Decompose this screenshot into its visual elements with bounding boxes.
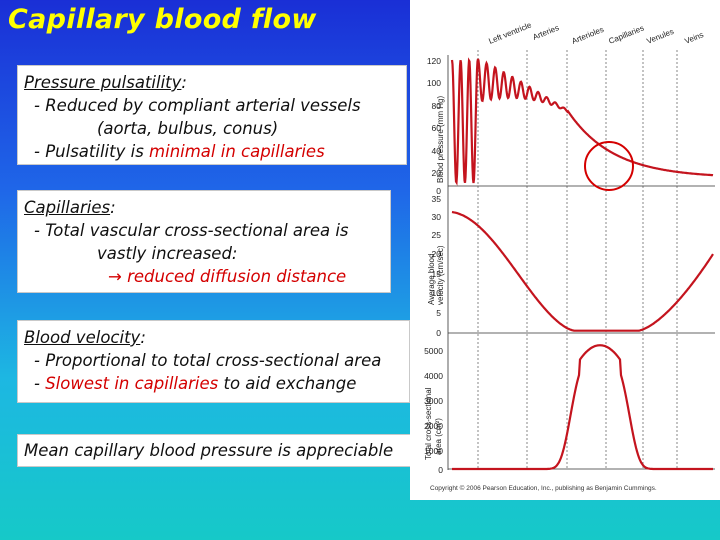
bullet-emphasis: Slowest in capillaries bbox=[45, 374, 219, 393]
area-tick: 2000 bbox=[424, 421, 443, 431]
bullet-text: Reduced by compliant arterial vessels bbox=[45, 96, 361, 115]
bullet-text: Proportional to total cross-sectional ar… bbox=[45, 351, 382, 370]
velocity-curve bbox=[451, 210, 714, 332]
dash: - bbox=[34, 96, 46, 115]
blood-velocity-box: Blood velocity: - Proportional to total … bbox=[17, 320, 410, 403]
vessel-label-arterioles: Arterioles bbox=[570, 25, 605, 46]
vessel-boundaries bbox=[477, 50, 678, 470]
arrow-icon: → bbox=[108, 267, 128, 286]
pressure-tick: 80 bbox=[432, 101, 442, 111]
capillaries-box: Capillaries: - Total vascular cross-sect… bbox=[17, 190, 391, 293]
area-axis-label-line2: area (cm²) bbox=[434, 418, 443, 455]
pressure-curve bbox=[450, 57, 714, 186]
velocity-ticks: 35 30 25 20 15 10 5 0 bbox=[432, 194, 442, 338]
hemodynamics-figure: Left ventricle Arteries Arterioles Capil… bbox=[410, 0, 720, 500]
bullet-emphasis: minimal in capillaries bbox=[149, 142, 325, 161]
pressure-axis-label: Blood pressure (mm Hg) bbox=[436, 96, 445, 183]
velocity-axis-label-line1: Average blood bbox=[427, 254, 436, 305]
velocity-tick: 20 bbox=[432, 249, 442, 259]
colon: : bbox=[181, 73, 187, 92]
bullet-continuation: vastly increased: bbox=[97, 244, 238, 263]
capillaries-heading: Capillaries bbox=[24, 198, 111, 217]
bullet-text: Total vascular cross-sectional area is bbox=[45, 221, 349, 240]
area-tick: 1000 bbox=[424, 446, 443, 456]
vessel-label-left-ventricle: Left ventricle bbox=[487, 20, 533, 46]
area-tick: 5000 bbox=[424, 346, 443, 356]
dash: - bbox=[34, 142, 46, 161]
pressure-tick: 40 bbox=[432, 146, 442, 156]
velocity-tick: 10 bbox=[432, 288, 442, 298]
pressure-tick: 120 bbox=[427, 56, 441, 66]
slide-title: Capillary blood flow bbox=[8, 4, 317, 35]
vessel-label-capillaries: Capillaries bbox=[607, 24, 645, 46]
mean-pressure-box: Mean capillary blood pressure is appreci… bbox=[17, 434, 421, 467]
dash: - bbox=[34, 351, 46, 370]
pressure-tick: 100 bbox=[427, 78, 441, 88]
colon: : bbox=[140, 328, 146, 347]
velocity-tick: 15 bbox=[432, 269, 442, 279]
vessel-label-arteries: Arteries bbox=[531, 23, 560, 42]
velocity-tick: 25 bbox=[432, 230, 442, 240]
velocity-axis-label-line2: velocity (cm/sec) bbox=[436, 245, 445, 305]
vessel-label-veins: Veins bbox=[683, 30, 705, 46]
pressure-ticks: 120 100 80 60 40 20 0 bbox=[427, 56, 441, 196]
area-axis-label-line1: Total cross-sectional bbox=[424, 387, 433, 460]
pressure-tick: 0 bbox=[436, 186, 441, 196]
mean-pressure-text: Mean capillary blood pressure is appreci… bbox=[24, 441, 394, 460]
blood-velocity-heading: Blood velocity bbox=[24, 328, 141, 347]
area-tick: 0 bbox=[438, 465, 443, 475]
bullet-text: to aid exchange bbox=[218, 374, 357, 393]
velocity-tick: 0 bbox=[436, 328, 441, 338]
hemodynamics-chart: Left ventricle Arteries Arterioles Capil… bbox=[424, 20, 715, 492]
area-ticks: 5000 4000 3000 2000 1000 0 bbox=[424, 346, 443, 475]
area-curve bbox=[452, 344, 713, 471]
area-tick: 3000 bbox=[424, 396, 443, 406]
dash: - bbox=[34, 374, 46, 393]
bullet-emphasis: reduced diffusion distance bbox=[127, 267, 347, 286]
capillary-highlight-circle bbox=[584, 141, 634, 191]
area-tick: 4000 bbox=[424, 371, 443, 381]
pressure-tick: 60 bbox=[432, 123, 442, 133]
pressure-pulsatility-box: Pressure pulsatility: - Reduced by compl… bbox=[17, 65, 407, 165]
colon: : bbox=[110, 198, 116, 217]
copyright-text: Copyright © 2006 Pearson Education, Inc.… bbox=[430, 484, 657, 492]
dash: - bbox=[34, 221, 46, 240]
bullet-text: Pulsatility is bbox=[45, 142, 150, 161]
velocity-tick: 5 bbox=[436, 308, 441, 318]
pressure-tick: 20 bbox=[432, 168, 442, 178]
pressure-pulsatility-heading: Pressure pulsatility bbox=[24, 73, 182, 92]
bullet-continuation: (aorta, bulbus, conus) bbox=[97, 119, 279, 138]
vessel-label-venules: Venules bbox=[645, 27, 675, 46]
velocity-tick: 35 bbox=[432, 194, 442, 204]
velocity-tick: 30 bbox=[432, 212, 442, 222]
